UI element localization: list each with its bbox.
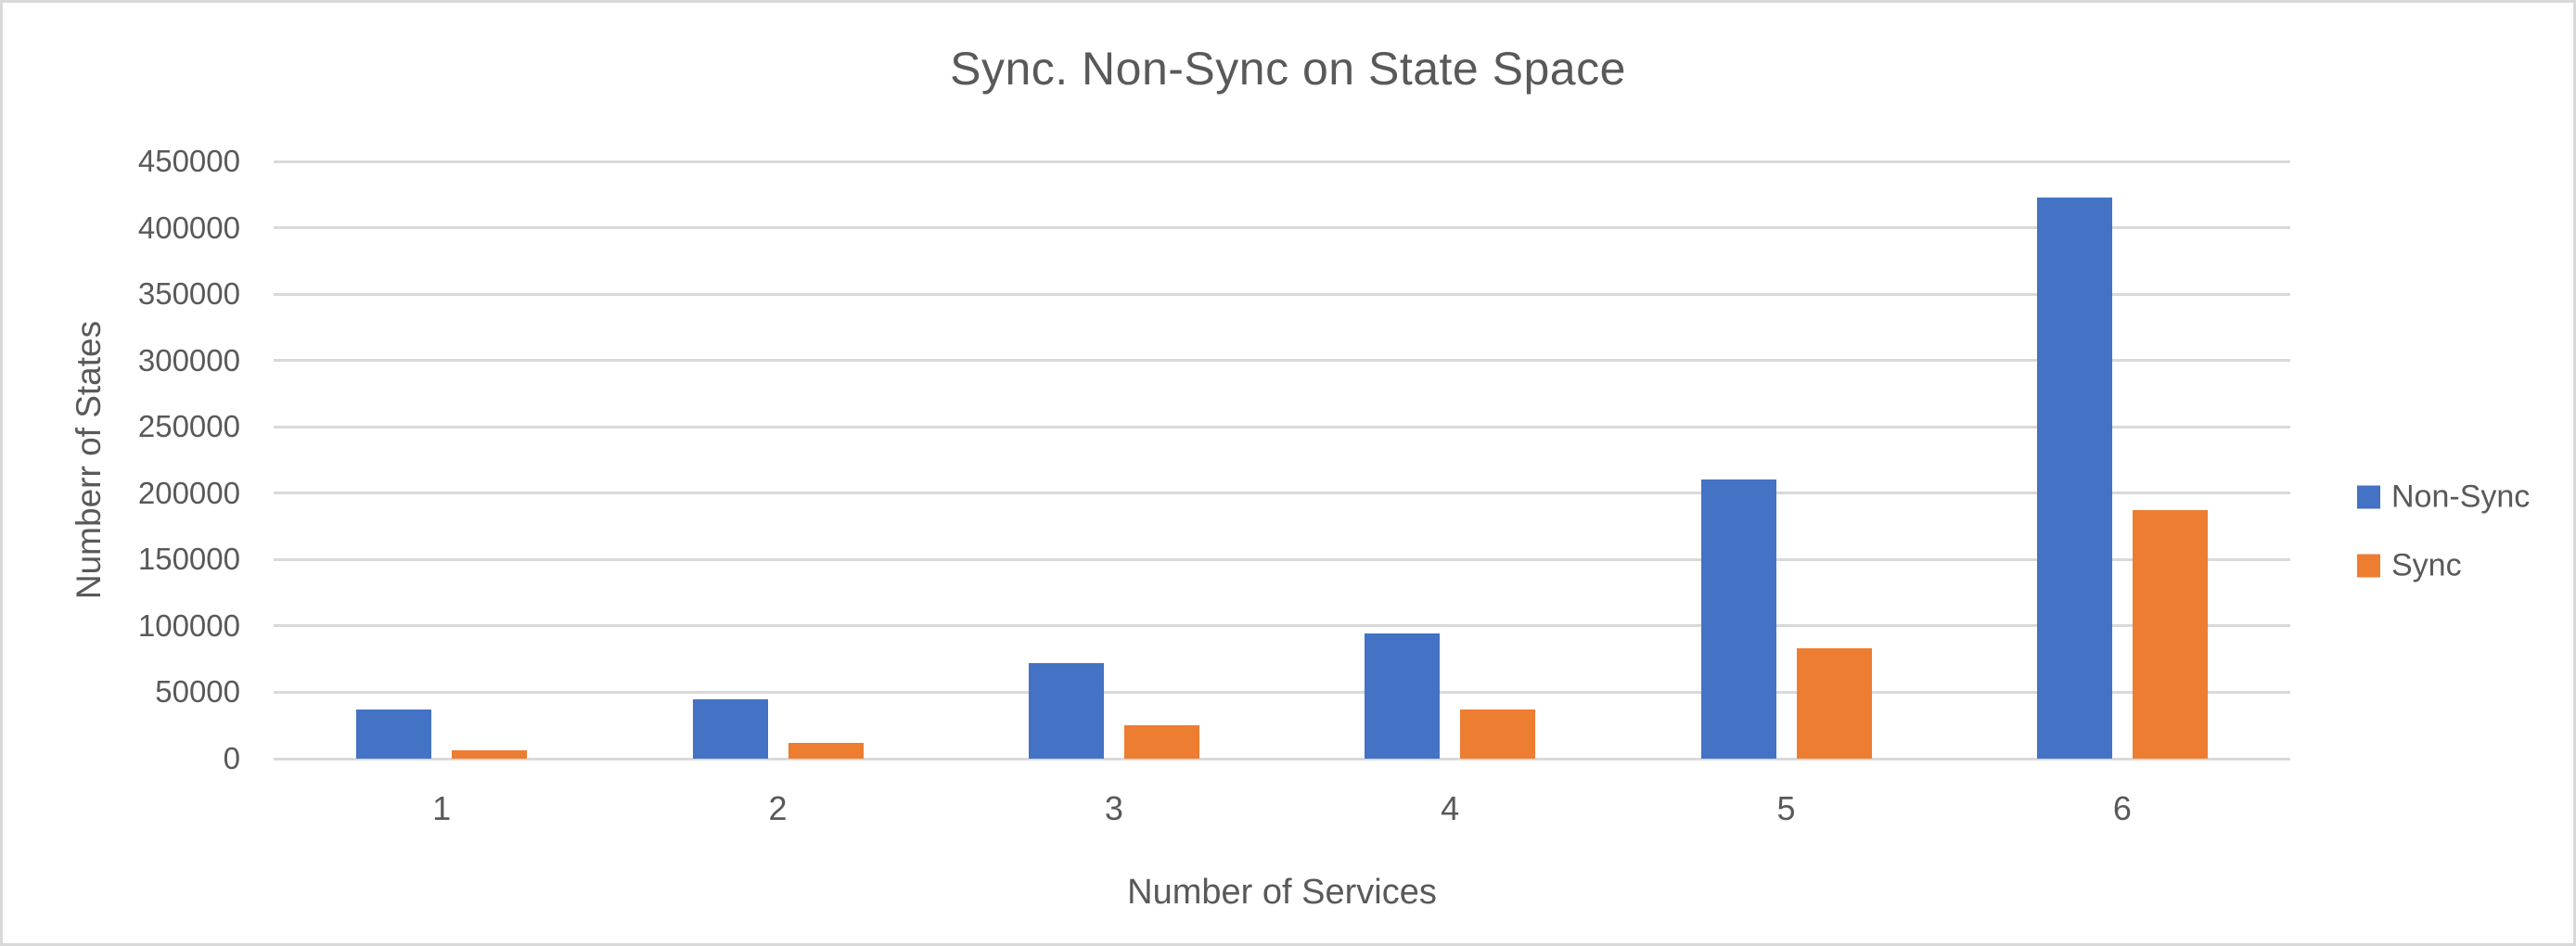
- chart-title: Sync. Non-Sync on State Space: [950, 43, 1626, 95]
- bar-sync-4: [1460, 710, 1536, 759]
- legend-swatch-icon: [2357, 554, 2380, 578]
- gridline: [274, 226, 2290, 230]
- y-axis-title: Numberr of States: [70, 320, 108, 600]
- y-tick-label: 300000: [137, 342, 240, 377]
- y-tick-label: 250000: [137, 409, 240, 444]
- legend-label: Sync: [2391, 547, 2462, 583]
- gridline: [274, 492, 2290, 495]
- gridline: [274, 160, 2290, 163]
- bar-sync-5: [1796, 648, 1872, 759]
- x-tick-label: 2: [768, 789, 788, 827]
- legend-label: Non-Sync: [2391, 479, 2531, 515]
- gridline: [274, 557, 2290, 561]
- bar-non-sync-3: [1028, 662, 1104, 759]
- x-axis-title: Number of Services: [1127, 873, 1437, 912]
- gridline: [274, 292, 2290, 296]
- bar-non-sync-1: [356, 710, 432, 759]
- x-tick-label: 3: [1104, 789, 1123, 827]
- y-tick-label: 150000: [137, 542, 240, 577]
- x-tick-label: 4: [1441, 789, 1460, 827]
- y-tick-label: 200000: [137, 475, 240, 510]
- x-tick-label: 5: [1776, 789, 1796, 827]
- bar-sync-1: [452, 749, 528, 759]
- x-tick-label: 6: [2112, 789, 2132, 827]
- legend-item-sync: Sync: [2357, 548, 2462, 584]
- gridline: [274, 425, 2290, 428]
- bar-sync-6: [2132, 510, 2208, 759]
- bar-non-sync-5: [1700, 479, 1776, 759]
- gridline: [274, 690, 2290, 694]
- bar-sync-3: [1123, 725, 1199, 759]
- y-tick-label: 350000: [137, 276, 240, 312]
- y-tick-label: 400000: [137, 210, 240, 245]
- legend-swatch-icon: [2357, 485, 2380, 509]
- bar-sync-2: [788, 742, 864, 759]
- gridline: [274, 359, 2290, 363]
- bar-non-sync-4: [1365, 633, 1441, 759]
- legend-item-non-sync: Non-Sync: [2357, 479, 2530, 516]
- y-tick-label: 0: [223, 741, 240, 775]
- y-tick-label: 50000: [155, 674, 240, 710]
- x-tick-label: 1: [432, 789, 452, 827]
- y-tick-label: 450000: [137, 144, 240, 178]
- gridline: [274, 757, 2290, 761]
- plot-area: [274, 160, 2290, 761]
- bar-non-sync-2: [692, 698, 768, 759]
- y-tick-label: 100000: [137, 607, 240, 643]
- gridline: [274, 624, 2290, 628]
- bar-non-sync-6: [2036, 197, 2112, 759]
